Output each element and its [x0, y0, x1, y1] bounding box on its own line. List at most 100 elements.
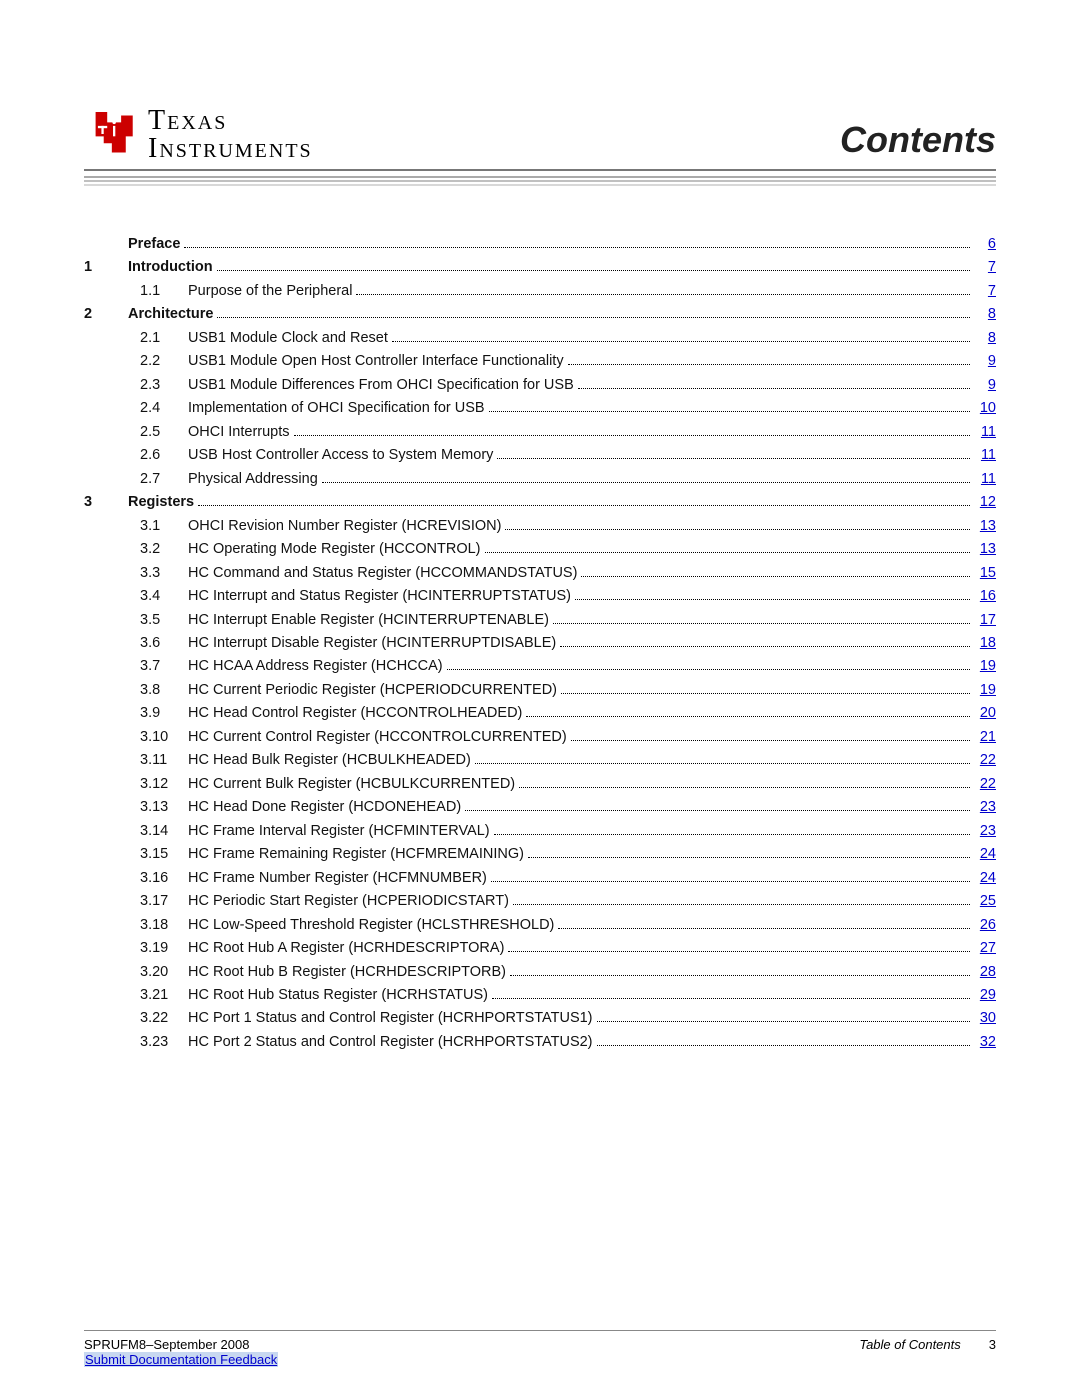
- toc-section-number: 2.6: [140, 444, 188, 466]
- toc-entry-title: HC Root Hub B Register (HCRHDESCRIPTORB): [188, 961, 506, 983]
- toc-page-link[interactable]: 12: [974, 491, 996, 513]
- toc-section-number: 3.7: [140, 655, 188, 677]
- toc-entry-title: Architecture: [128, 303, 213, 325]
- toc-page-link[interactable]: 21: [974, 726, 996, 748]
- toc-leader-dots: [597, 1033, 970, 1046]
- toc-entry-title: HC Command and Status Register (HCCOMMAN…: [188, 562, 577, 584]
- toc-entry-title: Preface: [128, 233, 180, 255]
- toc-page-link[interactable]: 16: [974, 585, 996, 607]
- toc-page-link[interactable]: 20: [974, 702, 996, 724]
- toc-section-number: 3.3: [140, 562, 188, 584]
- toc-page-link[interactable]: 29: [974, 984, 996, 1006]
- toc-leader-dots: [465, 799, 970, 812]
- toc-entry-title: HC Port 1 Status and Control Register (H…: [188, 1007, 593, 1029]
- toc-page-link[interactable]: 30: [974, 1007, 996, 1029]
- toc-leader-dots: [198, 494, 970, 507]
- toc-page-link[interactable]: 23: [974, 820, 996, 842]
- toc-section-number: 3.6: [140, 632, 188, 654]
- toc-row: 2.5OHCI Interrupts11: [84, 421, 996, 443]
- toc-page-link[interactable]: 9: [974, 350, 996, 372]
- toc-leader-dots: [497, 447, 970, 460]
- toc-entry-title: OHCI Revision Number Register (HCREVISIO…: [188, 515, 501, 537]
- toc-entry-title: HC Current Control Register (HCCONTROLCU…: [188, 726, 567, 748]
- toc-row: 3.21HC Root Hub Status Register (HCRHSTA…: [84, 984, 996, 1006]
- toc-row: 2.4Implementation of OHCI Specification …: [84, 397, 996, 419]
- toc-entry-title: USB1 Module Differences From OHCI Specif…: [188, 374, 574, 396]
- toc-entry-title: HC Head Done Register (HCDONEHEAD): [188, 796, 461, 818]
- toc-page-link[interactable]: 11: [974, 444, 996, 466]
- toc-entry-title: HC Low-Speed Threshold Register (HCLSTHR…: [188, 914, 554, 936]
- toc-page-link[interactable]: 8: [974, 303, 996, 325]
- toc-page-link[interactable]: 22: [974, 749, 996, 771]
- toc-row: 3.15HC Frame Remaining Register (HCFMREM…: [84, 843, 996, 865]
- toc-section-number: 3.10: [140, 726, 188, 748]
- toc-page-link[interactable]: 6: [974, 233, 996, 255]
- toc-row: 1.1Purpose of the Peripheral7: [84, 280, 996, 302]
- toc-page-link[interactable]: 10: [974, 397, 996, 419]
- toc-leader-dots: [491, 869, 970, 882]
- toc-row: 3.23HC Port 2 Status and Control Registe…: [84, 1031, 996, 1053]
- header: Texas Instruments Contents: [84, 105, 996, 163]
- toc-section-number: 3.2: [140, 538, 188, 560]
- toc-section-number: 2.1: [140, 327, 188, 349]
- toc-leader-dots: [489, 400, 970, 413]
- toc-leader-dots: [568, 353, 970, 366]
- toc-page-link[interactable]: 19: [974, 655, 996, 677]
- toc-section-number: 3.19: [140, 937, 188, 959]
- toc-page-link[interactable]: 18: [974, 632, 996, 654]
- toc-page-link[interactable]: 17: [974, 609, 996, 631]
- toc-chapter-number: 1: [84, 256, 128, 278]
- toc-page-link[interactable]: 11: [974, 421, 996, 443]
- toc-row: 3Registers12: [84, 491, 996, 513]
- toc-leader-dots: [294, 423, 970, 436]
- toc-leader-dots: [508, 939, 970, 952]
- toc-section-number: 3.5: [140, 609, 188, 631]
- toc-section-number: 2.4: [140, 397, 188, 419]
- toc-entry-title: Registers: [128, 491, 194, 513]
- toc-section-number: 3.16: [140, 867, 188, 889]
- toc-page-link[interactable]: 32: [974, 1031, 996, 1053]
- toc-entry-title: Implementation of OHCI Specification for…: [188, 397, 485, 419]
- toc-page-link[interactable]: 23: [974, 796, 996, 818]
- toc-section-number: 2.7: [140, 468, 188, 490]
- toc-section-number: 3.23: [140, 1031, 188, 1053]
- toc-page-link[interactable]: 24: [974, 867, 996, 889]
- toc-section-number: 3.14: [140, 820, 188, 842]
- toc-page-link[interactable]: 13: [974, 538, 996, 560]
- toc-page-link[interactable]: 15: [974, 562, 996, 584]
- toc-leader-dots: [526, 705, 970, 718]
- toc-page-link[interactable]: 8: [974, 327, 996, 349]
- toc-entry-title: HC Frame Remaining Register (HCFMREMAINI…: [188, 843, 524, 865]
- toc-row: 3.6HC Interrupt Disable Register (HCINTE…: [84, 632, 996, 654]
- footer-feedback-link[interactable]: Submit Documentation Feedback: [84, 1352, 278, 1367]
- toc-leader-dots: [528, 846, 970, 859]
- toc-row: 3.13HC Head Done Register (HCDONEHEAD)23: [84, 796, 996, 818]
- ti-chip-icon: [84, 105, 142, 163]
- toc-page-link[interactable]: 22: [974, 773, 996, 795]
- toc-row: 2Architecture8: [84, 303, 996, 325]
- toc-page-link[interactable]: 26: [974, 914, 996, 936]
- toc-section-number: 3.4: [140, 585, 188, 607]
- toc-row: 3.20HC Root Hub B Register (HCRHDESCRIPT…: [84, 961, 996, 983]
- toc-page-link[interactable]: 13: [974, 515, 996, 537]
- toc-section-number: 3.17: [140, 890, 188, 912]
- toc-leader-dots: [575, 587, 970, 600]
- toc-page-link[interactable]: 19: [974, 679, 996, 701]
- toc-row: 3.17HC Periodic Start Register (HCPERIOD…: [84, 890, 996, 912]
- toc-page-link[interactable]: 11: [974, 468, 996, 490]
- toc-leader-dots: [560, 634, 970, 647]
- footer-right-label: Table of Contents: [859, 1337, 960, 1352]
- toc-page-link[interactable]: 28: [974, 961, 996, 983]
- toc-entry-title: HC Current Bulk Register (HCBULKCURRENTE…: [188, 773, 515, 795]
- toc-page-link[interactable]: 7: [974, 256, 996, 278]
- toc-leader-dots: [510, 963, 970, 976]
- toc-page-link[interactable]: 9: [974, 374, 996, 396]
- toc-row: 2.3USB1 Module Differences From OHCI Spe…: [84, 374, 996, 396]
- toc-entry-title: USB Host Controller Access to System Mem…: [188, 444, 493, 466]
- toc-entry-title: HC Frame Number Register (HCFMNUMBER): [188, 867, 487, 889]
- toc-page-link[interactable]: 24: [974, 843, 996, 865]
- toc-entry-title: HC Interrupt and Status Register (HCINTE…: [188, 585, 571, 607]
- toc-page-link[interactable]: 27: [974, 937, 996, 959]
- toc-page-link[interactable]: 25: [974, 890, 996, 912]
- toc-page-link[interactable]: 7: [974, 280, 996, 302]
